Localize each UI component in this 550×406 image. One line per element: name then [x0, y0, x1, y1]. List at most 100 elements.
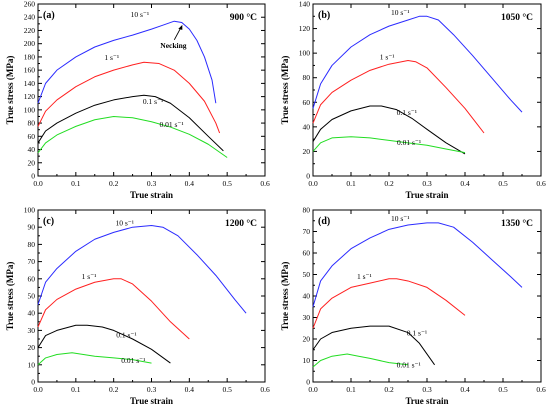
- chart-panel-4: 0.0 0.1 0.2 0.3 0.4 0.5 0.6 0 10 20 30 40 50 60 70 80 Tr…: [280, 206, 546, 406]
- x-tick-label: 0.6: [536, 385, 546, 394]
- x-tick-label: 0.5: [222, 385, 232, 394]
- y-axis-label: True stress (MPa): [5, 262, 15, 331]
- temperature-label: 1050 °C: [501, 12, 533, 23]
- series-label: 0.1 s⁻¹: [407, 328, 427, 337]
- y-tick-label: 0: [31, 172, 35, 181]
- x-tick-label: 0.1: [71, 179, 81, 188]
- series-label: 0.1 s⁻¹: [116, 330, 136, 339]
- x-tick-label: 0.4: [460, 385, 470, 394]
- series-label: 10 s⁻¹: [391, 214, 410, 223]
- x-tick-label: 0.1: [346, 179, 356, 188]
- series-line: [37, 115, 228, 158]
- x-tick-label: 0.2: [109, 385, 119, 394]
- x-tick-label: 0.5: [222, 179, 232, 188]
- series-line: [312, 15, 523, 113]
- y-tick-label: 120: [24, 92, 36, 101]
- x-tick-label: 0.6: [260, 385, 270, 394]
- y-tick-label: 50: [303, 270, 311, 279]
- x-tick-label: 0.6: [260, 179, 270, 188]
- x-tick-label: 0.4: [185, 385, 195, 394]
- y-tick-label: 10: [303, 356, 311, 365]
- x-tick-label: 0.0: [308, 385, 318, 394]
- y-tick-label: 80: [303, 206, 311, 215]
- x-tick-label: 0.5: [498, 385, 508, 394]
- plot-frame: [37, 3, 266, 177]
- y-tick-label: 80: [28, 119, 36, 128]
- y-tick-label: 160: [24, 66, 36, 75]
- y-tick-label: 80: [303, 73, 311, 82]
- x-axis-label: True strain: [405, 190, 448, 200]
- plot-frame: [37, 209, 266, 383]
- plot-frame: [312, 209, 542, 383]
- x-tick-label: 0.1: [346, 385, 356, 394]
- y-tick-label: 100: [299, 49, 311, 58]
- y-tick-label: 260: [24, 0, 36, 9]
- chart-panel-1: 0.0 0.1 0.2 0.3 0.4 0.5 0.6 0 20 40 60 80 100 120 140 1…: [5, 0, 270, 200]
- y-tick-label: 140: [299, 0, 311, 9]
- series-line: [312, 105, 466, 155]
- series-line: [37, 324, 171, 364]
- y-tick-label: 40: [28, 145, 36, 154]
- y-tick-label: 120: [299, 24, 311, 33]
- series-line: [37, 352, 152, 366]
- series-line: [312, 353, 409, 368]
- x-tick-label: 0.3: [422, 385, 432, 394]
- series-label: 0.1 s⁻¹: [397, 108, 417, 117]
- series-line: [312, 278, 466, 329]
- chart-panel-3: 0.0 0.1 0.2 0.3 0.4 0.5 0.6 0 10 20 30 40 50 60 70 80 90…: [5, 206, 270, 406]
- series-label: 0.01 s⁻¹: [397, 138, 421, 147]
- y-tick-label: 10: [28, 360, 36, 369]
- series-label: 0.01 s⁻¹: [397, 361, 421, 370]
- panel-label: (a): [43, 10, 55, 21]
- y-axis-label: True stress (MPa): [280, 262, 290, 331]
- y-tick-label: 70: [28, 257, 36, 266]
- y-tick-label: 60: [28, 274, 36, 283]
- y-tick-label: 0: [31, 378, 35, 387]
- series-label: 1 s⁻¹: [104, 53, 119, 62]
- series-label: 0.01 s⁻¹: [121, 356, 145, 365]
- y-tick-label: 0: [306, 172, 310, 181]
- series-label: 0.1 s⁻¹: [143, 97, 163, 106]
- panel-label: (b): [318, 10, 330, 21]
- y-tick-label: 0: [306, 378, 310, 387]
- y-tick-label: 40: [303, 292, 311, 301]
- x-tick-label: 0.4: [460, 179, 470, 188]
- x-axis-label: True strain: [405, 396, 448, 406]
- series-label: 1 s⁻¹: [357, 272, 372, 281]
- x-tick-label: 0.0: [33, 179, 43, 188]
- x-tick-label: 0.1: [71, 385, 81, 394]
- series-line: [37, 94, 224, 152]
- y-tick-label: 180: [24, 52, 36, 61]
- series-label: 0.01 s⁻¹: [160, 120, 184, 129]
- y-tick-label: 90: [28, 223, 36, 232]
- necking-arrowhead: [178, 24, 183, 30]
- chart-panel-2: 0.0 0.1 0.2 0.3 0.4 0.5 0.6 0 20 40 60 80 100 120 140 T…: [280, 0, 546, 200]
- series-line: [37, 20, 217, 104]
- x-tick-label: 0.3: [147, 385, 157, 394]
- y-tick-label: 30: [28, 326, 36, 335]
- series-line: [312, 60, 485, 134]
- x-tick-label: 0.2: [384, 179, 394, 188]
- x-tick-label: 0.3: [422, 179, 432, 188]
- x-axis-label: True strain: [130, 396, 173, 406]
- y-tick-label: 50: [28, 292, 36, 301]
- series-label: 10 s⁻¹: [131, 10, 150, 19]
- y-tick-label: 220: [24, 26, 36, 35]
- y-tick-label: 30: [303, 313, 311, 322]
- x-tick-label: 0.5: [498, 179, 508, 188]
- y-tick-label: 60: [28, 132, 36, 141]
- series-label: 10 s⁻¹: [116, 218, 135, 227]
- y-tick-label: 20: [303, 335, 311, 344]
- x-tick-label: 0.3: [147, 179, 157, 188]
- x-tick-label: 0.6: [536, 179, 546, 188]
- y-tick-label: 40: [28, 309, 36, 318]
- series-line: [37, 61, 221, 134]
- panel-label: (c): [43, 216, 54, 227]
- y-axis-label: True stress (MPa): [280, 56, 290, 125]
- x-tick-label: 0.0: [308, 179, 318, 188]
- y-tick-label: 20: [28, 343, 36, 352]
- y-tick-label: 20: [303, 147, 311, 156]
- y-tick-label: 100: [24, 206, 36, 215]
- x-tick-label: 0.2: [109, 179, 119, 188]
